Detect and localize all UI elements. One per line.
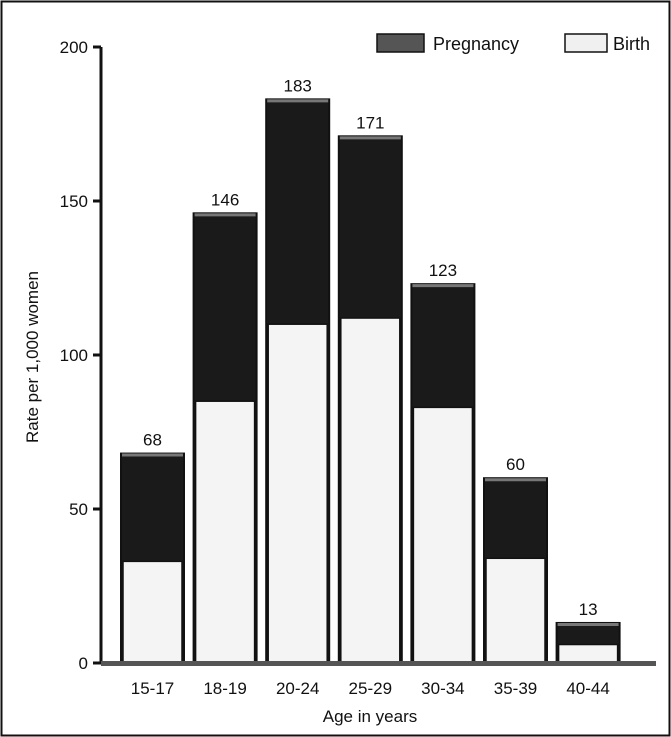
bar-birth-20-24 [267, 323, 328, 664]
legend-swatch-pregnancy [376, 33, 425, 53]
legend-swatch-birth [564, 33, 608, 53]
x-axis: 15-17 18-19 20-24 25-29 30-34 35-39 40-44 [101, 661, 656, 698]
y-axis: 0 50 100 150 200 [60, 38, 103, 673]
bars: 68 146 183 171 123 60 13 [120, 76, 621, 665]
x-tick-label-20-24: 20-24 [276, 679, 319, 698]
legend: Pregnancy Birth [376, 33, 650, 54]
legend-label-pregnancy: Pregnancy [433, 34, 519, 54]
data-label-40-44: 13 [579, 600, 598, 619]
x-tick-label-25-29: 25-29 [349, 679, 392, 698]
x-tick-label-35-39: 35-39 [494, 679, 537, 698]
data-label-15-17: 68 [143, 431, 162, 450]
x-tick-label-15-17: 15-17 [131, 679, 174, 698]
bar-birth-18-19 [194, 400, 256, 664]
x-tick-label-18-19: 18-19 [203, 679, 246, 698]
bar-birth-15-17 [122, 560, 183, 664]
y-tick-label-150: 150 [60, 192, 88, 211]
data-label-30-34: 123 [429, 261, 457, 280]
legend-label-birth: Birth [613, 34, 650, 54]
data-label-35-39: 60 [506, 455, 525, 474]
x-tick-label-40-44: 40-44 [566, 679, 609, 698]
data-label-18-19: 146 [211, 190, 239, 209]
y-tick-label-200: 200 [60, 38, 88, 57]
bar-birth-30-34 [412, 406, 474, 664]
y-tick-label-0: 0 [79, 654, 88, 673]
bar-birth-40-44 [557, 643, 619, 664]
bar-birth-25-29 [340, 317, 401, 664]
data-label-25-29: 171 [356, 113, 384, 132]
y-tick-label-50: 50 [69, 500, 88, 519]
x-tick-label-30-34: 30-34 [421, 679, 464, 698]
x-axis-baseline [101, 661, 656, 666]
y-axis-title: Rate per 1,000 women [23, 271, 42, 443]
x-axis-title: Age in years [323, 707, 418, 726]
data-label-20-24: 183 [284, 76, 312, 95]
bar-birth-35-39 [485, 557, 546, 664]
y-tick-label-100: 100 [60, 346, 88, 365]
